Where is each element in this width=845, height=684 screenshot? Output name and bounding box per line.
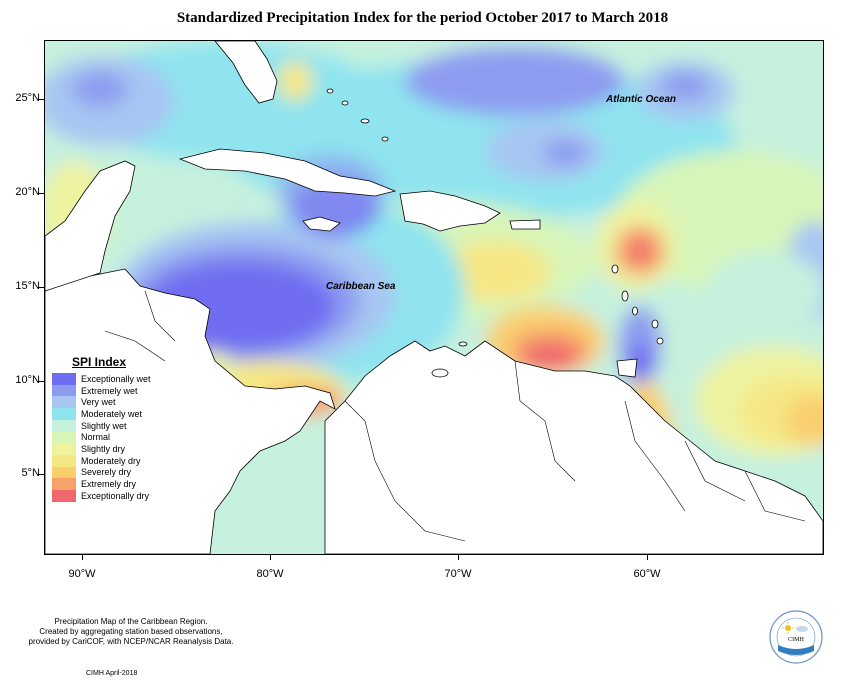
wave-icon	[778, 645, 814, 655]
lat-tick	[38, 474, 44, 475]
cimh-logo: CIMH	[768, 609, 824, 665]
legend-swatch	[52, 489, 76, 502]
legend-item: Extremely wet	[52, 384, 174, 397]
footer-line: provided by CariCOF, with NCEP/NCAR Rean…	[28, 637, 234, 646]
lon-label-80w: 80°W	[256, 568, 284, 580]
legend-item: Very wet	[52, 396, 174, 409]
footer-credit: CIMH April-2018	[86, 670, 138, 677]
footer-line: Precipitation Map of the Caribbean Regio…	[54, 617, 208, 626]
legend-item: Slightly wet	[52, 419, 174, 432]
lon-tick	[647, 554, 648, 560]
borders	[104, 290, 806, 542]
legend-label: Moderately dry	[81, 455, 141, 466]
legend-title: SPI Index	[72, 355, 127, 369]
logo-text: CIMH	[788, 637, 804, 643]
landmasses	[45, 41, 823, 554]
legend-items: Exceptionally wet Extremely wet Very wet Mo…	[52, 373, 174, 502]
lon-tick	[458, 554, 459, 560]
legend-item: Exceptionally dry	[52, 489, 174, 502]
legend-swatch	[52, 466, 76, 479]
legend-swatch	[52, 419, 76, 432]
legend-item: Normal	[52, 431, 174, 444]
lon-label-90w: 90°W	[68, 568, 96, 580]
legend-swatch	[52, 443, 76, 455]
legend-label: Very wet	[81, 397, 116, 408]
lat-tick	[38, 193, 44, 194]
lon-tick	[82, 554, 83, 560]
spi-map	[44, 40, 824, 555]
lon-label-60w: 60°W	[633, 568, 661, 580]
legend-label: Slightly dry	[81, 443, 126, 454]
footer-note: Precipitation Map of the Caribbean Regio…	[16, 617, 246, 647]
cimh-logo-graphic: CIMH	[769, 610, 823, 664]
spi-map-canvas	[45, 41, 823, 554]
caribbean-sea-label: Caribbean Sea	[326, 281, 396, 292]
legend-swatch	[52, 478, 76, 490]
legend-label: Severely dry	[81, 467, 132, 478]
lat-tick	[38, 381, 44, 382]
cloud-icon	[796, 626, 808, 632]
legend-item: Extremely dry	[52, 478, 174, 490]
lat-tick	[38, 287, 44, 288]
legend-swatch	[52, 408, 76, 420]
lon-tick	[270, 554, 271, 560]
legend-item: Severely dry	[52, 466, 174, 479]
legend-swatch	[52, 396, 76, 409]
atlantic-ocean-label: Atlantic Ocean	[606, 94, 677, 105]
legend-label: Extremely dry	[81, 479, 137, 490]
map-title: Standardized Precipitation Index for the…	[176, 10, 669, 26]
legend-swatch	[52, 431, 76, 444]
spi-legend: SPI Index Exceptionally wet Extremely wet…	[52, 355, 174, 502]
legend-swatch	[52, 384, 76, 397]
legend-label: Slightly wet	[81, 420, 127, 431]
legend-item: Slightly dry	[52, 443, 174, 455]
legend-label: Exceptionally dry	[81, 490, 150, 501]
sun-icon	[785, 625, 791, 631]
legend-swatch	[52, 454, 76, 467]
lon-label-70w: 70°W	[444, 568, 472, 580]
lat-label-20n: 20°N	[15, 186, 40, 198]
legend-label: Moderately wet	[81, 408, 143, 419]
legend-label: Exceptionally wet	[81, 373, 151, 384]
footer-line: Created by aggregating station based obs…	[39, 627, 223, 636]
lat-label-10n: 10°N	[15, 374, 40, 386]
legend-item: Exceptionally wet	[52, 373, 174, 385]
legend-label: Extremely wet	[81, 385, 138, 396]
legend-swatch	[52, 373, 76, 385]
lat-label-15n: 15°N	[15, 280, 40, 292]
lat-label-5n: 5°N	[21, 467, 40, 479]
legend-item: Moderately wet	[52, 408, 174, 420]
lat-tick	[38, 99, 44, 100]
sun-rays-icon	[782, 622, 794, 634]
lat-label-25n: 25°N	[15, 92, 40, 104]
legend-item: Moderately dry	[52, 454, 174, 467]
legend-label: Normal	[81, 432, 111, 443]
